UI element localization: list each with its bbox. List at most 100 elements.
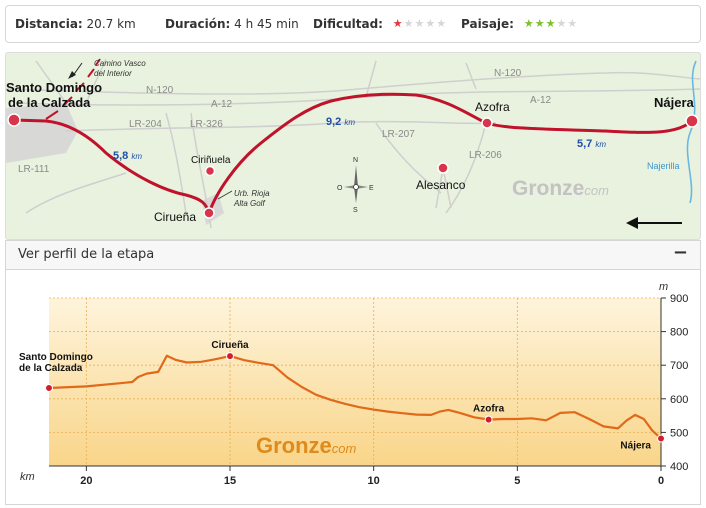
scenery-stat: Paisaje: ★★★★★ bbox=[461, 17, 578, 31]
label-lr207: LR-207 bbox=[382, 129, 415, 140]
compass-s: S bbox=[353, 207, 358, 214]
distance-stat: Distancia: 20.7 km bbox=[15, 17, 136, 31]
label-a12-east: A-12 bbox=[530, 95, 552, 106]
label-santo-line2: de la Calzada bbox=[8, 95, 91, 110]
distance-value: 20.7 km bbox=[86, 17, 136, 31]
road-lr207 bbox=[375, 122, 442, 194]
elevation-profile-panel: 400 500 600 700 800 900 20 15 10 5 0 km m Santo Domi… bbox=[5, 270, 701, 505]
note-camino-line1: Camino Vasco bbox=[94, 59, 146, 68]
plot-background bbox=[49, 298, 661, 466]
scenery-stars-rating: ★★★★★ bbox=[524, 17, 578, 30]
label-lr326: LR-326 bbox=[190, 119, 223, 130]
label-river-najerilla: Najerilla bbox=[647, 161, 680, 171]
urb-pointer-line bbox=[217, 190, 233, 200]
x-tick-label: 15 bbox=[224, 475, 236, 487]
difficulty-stat: Dificultad: ★★★★★ bbox=[313, 17, 447, 31]
route-map-canvas: Santo Domingo de la Calzada Nájera Azofr… bbox=[6, 58, 700, 229]
y-tick-label: 900 bbox=[670, 293, 688, 305]
profile-waypoint-label: Nájera bbox=[620, 440, 651, 451]
profile-waypoint-marker[interactable] bbox=[484, 415, 493, 424]
road-north-branches bbox=[35, 58, 477, 104]
river-najerilla bbox=[686, 60, 697, 204]
note-camino-line2: del Interior bbox=[94, 69, 132, 78]
marker-santo-domingo[interactable] bbox=[7, 113, 21, 127]
label-alesanco: Alesanco bbox=[416, 178, 466, 192]
star-empty-icon: ★ bbox=[425, 17, 437, 30]
x-tick-label: 5 bbox=[514, 475, 520, 487]
label-cirinuela: Ciriñuela bbox=[191, 155, 231, 166]
star-empty-icon: ★ bbox=[556, 17, 568, 30]
marker-cirueña[interactable] bbox=[203, 207, 215, 219]
road-alesanco bbox=[435, 167, 452, 209]
duration-label: Duración: bbox=[165, 17, 231, 31]
star-filled-icon: ★ bbox=[545, 17, 557, 30]
marker-najera[interactable] bbox=[685, 114, 699, 128]
duration-stat: Duración: 4 h 45 min bbox=[165, 17, 299, 31]
y-tick-label: 500 bbox=[670, 427, 688, 439]
road-n120 bbox=[6, 71, 700, 95]
road-network bbox=[6, 58, 700, 229]
label-lr111: LR-111 bbox=[18, 164, 50, 175]
camino-arrowhead-icon bbox=[68, 71, 76, 79]
elevation-chart: 400 500 600 700 800 900 20 15 10 5 0 km m Santo Domi… bbox=[19, 281, 688, 487]
marker-alesanco[interactable] bbox=[437, 162, 449, 174]
profile-waypoint-label: Azofra bbox=[473, 404, 505, 415]
x-tick-label: 20 bbox=[80, 475, 92, 487]
label-santo-line1: Santo Domingo bbox=[6, 80, 102, 95]
compass-n: N bbox=[353, 157, 358, 164]
difficulty-stars-rating: ★★★★★ bbox=[393, 17, 447, 30]
note-urb-line1: Urb. Rioja bbox=[234, 189, 270, 198]
y-tick-label: 700 bbox=[670, 360, 688, 372]
x-tick-label: 10 bbox=[368, 475, 380, 487]
star-empty-icon: ★ bbox=[403, 17, 415, 30]
label-lr206: LR-206 bbox=[469, 150, 502, 161]
profile-toggle-bar[interactable]: Ver perfil de la etapa − bbox=[5, 240, 701, 270]
elevation-line bbox=[48, 354, 662, 440]
star-empty-icon: ★ bbox=[567, 17, 579, 30]
star-empty-icon: ★ bbox=[414, 17, 426, 30]
distance-label-stage1: 5,8 km bbox=[113, 150, 142, 162]
profile-toggle-label[interactable]: Ver perfil de la etapa bbox=[18, 247, 155, 262]
profile-waypoint-marker[interactable] bbox=[657, 434, 665, 443]
star-filled-icon: ★ bbox=[523, 17, 535, 30]
distance-label-stage2: 9,2 km bbox=[326, 116, 355, 128]
camino-vasco-path bbox=[45, 58, 101, 120]
star-empty-icon: ★ bbox=[436, 17, 448, 30]
route-path bbox=[13, 92, 693, 215]
y-tick-label: 600 bbox=[670, 394, 688, 406]
duration-value: 4 h 45 min bbox=[234, 17, 299, 31]
road-lr204 bbox=[165, 112, 187, 214]
route-map[interactable]: Santo Domingo de la Calzada Nájera Azofr… bbox=[5, 52, 701, 240]
profile-waypoint-marker[interactable] bbox=[226, 352, 235, 361]
collapse-minus-icon[interactable]: − bbox=[672, 242, 688, 263]
marker-cirinuela[interactable] bbox=[204, 165, 216, 177]
road-lr111 bbox=[25, 172, 127, 214]
difficulty-label: Dificultad: bbox=[313, 17, 383, 31]
label-lr204: LR-204 bbox=[129, 119, 162, 130]
road-lr206 bbox=[445, 122, 487, 214]
y-tick-label: 400 bbox=[670, 461, 688, 473]
x-axis-label: km bbox=[20, 471, 35, 483]
scenery-label: Paisaje: bbox=[461, 17, 514, 31]
star-filled-icon: ★ bbox=[392, 17, 404, 30]
label-azofra: Azofra bbox=[475, 100, 510, 114]
profile-brand-logo: Gronzecom bbox=[256, 433, 357, 458]
label-cirueña: Cirueña bbox=[154, 210, 196, 224]
marker-azofra[interactable] bbox=[481, 117, 493, 129]
compass-o: O bbox=[337, 185, 343, 192]
y-axis-label: m bbox=[659, 281, 668, 293]
note-urb-line2: Alta Golf bbox=[233, 199, 265, 208]
label-a12-west: A-12 bbox=[211, 99, 233, 110]
direction-arrowhead-icon bbox=[626, 217, 638, 229]
map-brand-logo: Gronzecom bbox=[512, 177, 609, 200]
profile-waypoint-marker[interactable] bbox=[45, 384, 53, 393]
distance-label-stage3: 5,7 km bbox=[577, 138, 606, 150]
profile-waypoint-label: Santo Domingo de la Calzada bbox=[19, 352, 93, 374]
star-filled-icon: ★ bbox=[534, 17, 546, 30]
road-secondary bbox=[65, 120, 497, 132]
compass-e: E bbox=[369, 185, 374, 192]
x-tick-label: 0 bbox=[658, 475, 664, 487]
santo-domingo-urban-area bbox=[6, 103, 78, 163]
profile-waypoint-label: Cirueña bbox=[211, 340, 249, 351]
stage-stats-bar: Distancia: 20.7 km Duración: 4 h 45 min … bbox=[5, 5, 701, 43]
